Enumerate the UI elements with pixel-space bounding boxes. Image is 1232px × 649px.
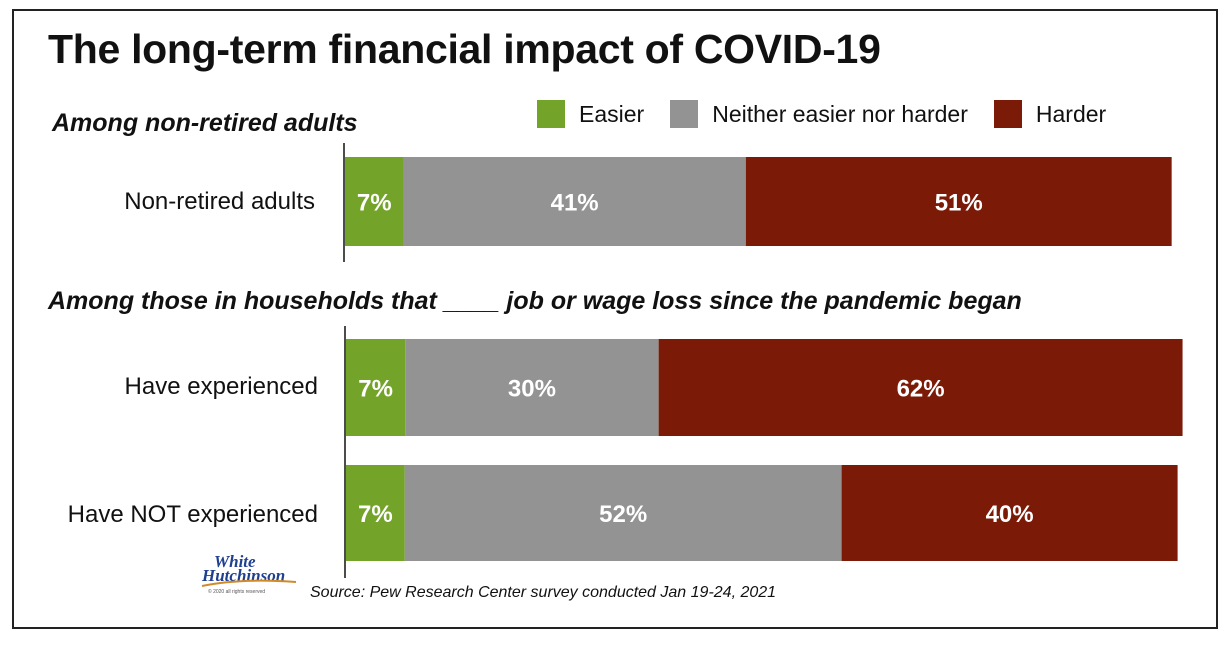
chart-title: The long-term financial impact of COVID-… <box>48 26 881 72</box>
legend-item-harder: Harder <box>993 100 1107 128</box>
logo-copyright: © 2020 all rights reserved <box>208 589 266 595</box>
legend-item-easier: Easier <box>537 100 644 128</box>
bar-neither-2 <box>404 465 842 561</box>
data-label-harder-2: 40% <box>986 501 1034 528</box>
legend-item-neither: Neither easier nor harder <box>670 100 968 128</box>
data-label-neither-0: 41% <box>551 190 599 217</box>
bars-group: 7% 41% 51% 7% 30% 62% 7% 52% 40% <box>345 157 1183 561</box>
bar-easier-2 <box>346 465 405 561</box>
data-label-harder-1: 62% <box>897 376 945 403</box>
legend-swatch-harder <box>993 100 1022 128</box>
bar-harder-2 <box>841 465 1178 561</box>
legend-label-easier: Easier <box>579 100 645 127</box>
data-label-harder-0: 51% <box>935 190 983 217</box>
category-label-non-retired: Non-retired adults <box>124 188 315 215</box>
legend-swatch-neither <box>670 100 699 128</box>
bar-harder-0 <box>745 157 1172 246</box>
section-heading-job-loss: Among those in households that ____ job … <box>48 287 1022 315</box>
data-label-easier-2: 7% <box>358 501 393 528</box>
data-label-easier-0: 7% <box>357 190 392 217</box>
legend-label-harder: Harder <box>1035 100 1107 127</box>
bar-easier-1 <box>346 339 406 436</box>
section-heading-non-retired: Among non-retired adults <box>52 109 358 137</box>
white-hutchinson-logo: White Hutchinson © 2020 all rights reser… <box>200 552 300 602</box>
logo-swoosh-icon <box>201 579 297 587</box>
legend-swatch-easier <box>537 100 565 128</box>
data-label-neither-1: 30% <box>508 376 556 403</box>
legend-label-neither: Neither easier nor harder <box>712 100 968 127</box>
data-label-easier-1: 7% <box>358 376 393 403</box>
legend: Easier Neither easier nor harder Harder <box>537 100 1132 128</box>
data-label-neither-2: 52% <box>599 501 647 528</box>
bar-neither-0 <box>403 157 746 246</box>
category-label-have-not-experienced: Have NOT experienced <box>67 501 318 528</box>
category-label-have-experienced: Have experienced <box>124 373 318 400</box>
bar-harder-1 <box>658 339 1183 436</box>
bar-neither-1 <box>405 339 659 436</box>
logo-line-1: White <box>214 552 256 571</box>
bar-easier-0 <box>345 157 404 246</box>
source-note: Source: Pew Research Center survey condu… <box>310 584 777 601</box>
